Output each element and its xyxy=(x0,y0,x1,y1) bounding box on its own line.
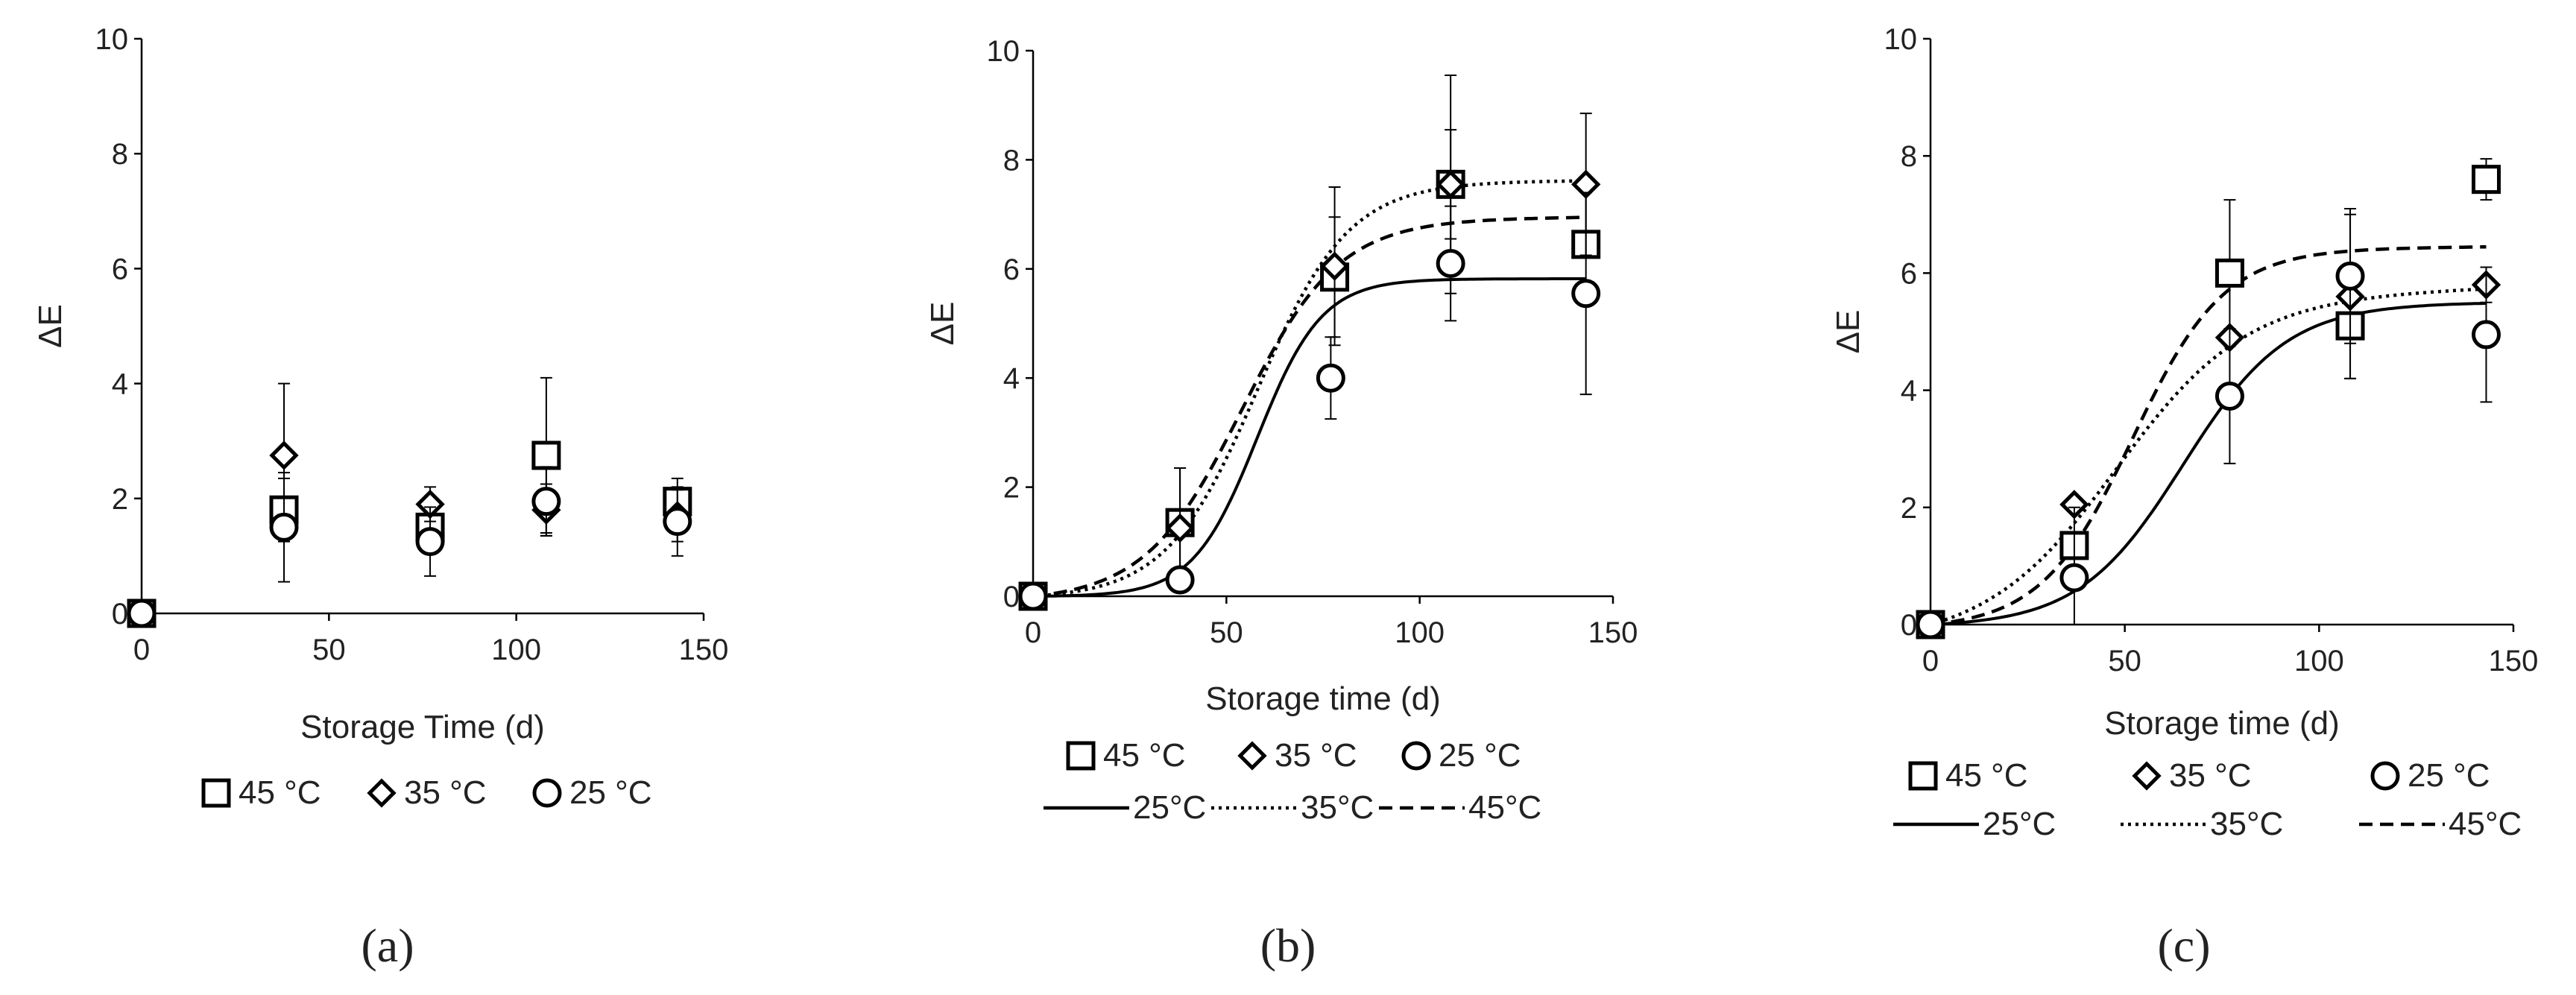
y-tick-label: 8 xyxy=(1901,140,1917,173)
legend-label: 35 °C xyxy=(1275,737,1357,774)
y-tick-label: 0 xyxy=(112,598,128,631)
data-point-circle xyxy=(531,487,561,517)
y-axis-label: ΔE xyxy=(924,302,961,346)
data-point-square xyxy=(2472,165,2501,195)
legend-marker-square xyxy=(1908,761,1938,791)
panel-label: (b) xyxy=(1260,919,1316,972)
legend-label: 35 °C xyxy=(2169,757,2252,794)
legend-label: 25°C xyxy=(1983,806,2056,842)
y-tick-label: 0 xyxy=(1003,581,1020,613)
legend-label: 25 °C xyxy=(569,774,652,811)
data-point-circle xyxy=(1436,248,1465,278)
data-point-diamond xyxy=(1319,251,1350,281)
legend-marker-circle xyxy=(532,778,562,808)
legend-label: 35°C xyxy=(1301,789,1374,826)
y-tick-label: 2 xyxy=(112,483,128,516)
x-axis-label: Storage time (d) xyxy=(1205,680,1440,717)
fit-curve-dotted xyxy=(1930,287,2487,627)
fit-curve-solid xyxy=(1930,301,2487,626)
legend-marker-diamond xyxy=(367,778,397,808)
data-point-circle xyxy=(663,507,692,537)
x-tick-label: 150 xyxy=(2489,645,2539,677)
panel-label: (c) xyxy=(2157,919,2210,972)
y-tick-label: 0 xyxy=(1901,609,1917,642)
x-tick-label: 100 xyxy=(1395,616,1445,649)
y-tick-label: 4 xyxy=(1003,362,1020,395)
y-tick-label: 10 xyxy=(1884,23,1918,56)
data-point-diamond xyxy=(1165,513,1195,543)
panel-label: (a) xyxy=(361,919,414,972)
legend-label: 45 °C xyxy=(1945,757,2028,794)
legend-label: 45°C xyxy=(1468,789,1541,826)
y-tick-label: 8 xyxy=(112,138,128,171)
legend-label: 25 °C xyxy=(1439,737,1521,774)
legend-marker-diamond xyxy=(1237,741,1267,771)
x-tick-label: 100 xyxy=(491,634,541,666)
x-tick-label: 50 xyxy=(1210,616,1243,649)
y-tick-label: 6 xyxy=(1003,253,1020,286)
x-tick-label: 50 xyxy=(312,634,346,666)
legend-label: 45°C xyxy=(2449,806,2522,842)
data-point-circle xyxy=(415,527,445,557)
x-tick-label: 150 xyxy=(1588,616,1638,649)
legend-label: 25 °C xyxy=(2408,757,2490,794)
y-tick-label: 2 xyxy=(1003,472,1020,505)
y-axis-label: ΔE xyxy=(32,304,69,348)
legend-marker-square xyxy=(201,778,231,808)
data-point-circle xyxy=(1165,565,1195,595)
data-point-circle xyxy=(127,598,157,628)
x-tick-label: 0 xyxy=(1922,645,1939,677)
legend-label: 35 °C xyxy=(404,774,487,811)
y-tick-label: 2 xyxy=(1901,492,1917,525)
x-axis-label: Storage time (d) xyxy=(2104,705,2339,742)
x-tick-label: 50 xyxy=(2108,645,2141,677)
x-tick-label: 0 xyxy=(133,634,150,666)
y-tick-label: 4 xyxy=(112,368,128,401)
legend-marker-diamond xyxy=(2132,761,2162,791)
y-tick-label: 10 xyxy=(95,23,129,56)
fit-curve-dashed xyxy=(1032,215,1586,598)
data-point-circle xyxy=(1571,279,1601,309)
data-point-diamond xyxy=(1436,169,1465,200)
legend-label: 45 °C xyxy=(239,774,321,811)
data-point-circle xyxy=(2214,381,2244,411)
data-point-circle xyxy=(2472,320,2501,350)
data-point-circle xyxy=(1018,581,1048,611)
x-axis-label: Storage Time (d) xyxy=(300,709,545,745)
legend-label: 45 °C xyxy=(1103,737,1186,774)
fit-curve-solid xyxy=(1032,277,1586,598)
data-point-square xyxy=(2214,258,2244,288)
data-point-circle xyxy=(1316,363,1345,393)
x-tick-label: 150 xyxy=(679,634,729,666)
data-point-diamond xyxy=(269,440,299,470)
legend-label: 35°C xyxy=(2210,806,2283,842)
x-tick-label: 0 xyxy=(1025,616,1041,649)
fit-curve-dotted xyxy=(1032,179,1586,598)
data-point-circle xyxy=(2335,261,2365,291)
y-axis-label: ΔE xyxy=(1830,310,1866,354)
y-tick-label: 4 xyxy=(1901,375,1917,408)
y-tick-label: 6 xyxy=(112,253,128,285)
data-point-circle xyxy=(2059,563,2089,593)
y-tick-label: 10 xyxy=(987,35,1020,68)
data-point-circle xyxy=(1916,610,1945,639)
data-point-square xyxy=(531,440,561,470)
legend-marker-square xyxy=(1066,741,1096,771)
y-tick-label: 8 xyxy=(1003,144,1020,177)
fit-curve-dashed xyxy=(1930,245,2487,627)
legend-label: 25°C xyxy=(1133,789,1206,826)
legend-marker-circle xyxy=(1401,741,1431,771)
data-point-circle xyxy=(269,512,299,542)
y-tick-label: 6 xyxy=(1901,257,1917,290)
legend-marker-circle xyxy=(2370,761,2400,791)
x-tick-label: 100 xyxy=(2294,645,2344,677)
